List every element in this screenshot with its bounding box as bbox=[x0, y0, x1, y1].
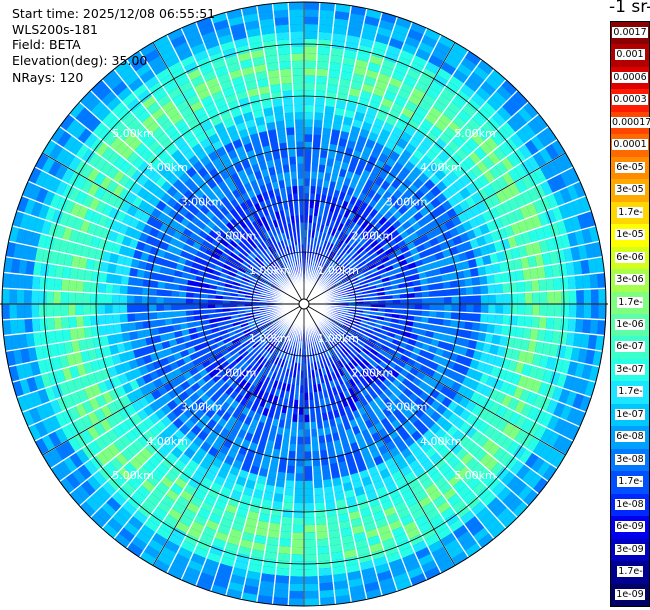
colorbar-tick-label: 3e-05 bbox=[611, 179, 649, 202]
range-ring-label: 1.00km bbox=[249, 332, 291, 345]
colorbar-tick-label: 1.7e-08 bbox=[611, 471, 649, 510]
field-label: Field: BETA bbox=[12, 37, 81, 52]
range-rings bbox=[0, 1, 608, 607]
elevation-label: Elevation(deg): 35.00 bbox=[12, 53, 148, 68]
colorbar-tick-label: 6e-06 bbox=[611, 246, 649, 270]
colorbar-tick-label: 1.7e-06 bbox=[611, 291, 649, 330]
colorbar-tick-label: 1e-08 bbox=[611, 493, 649, 517]
colorbar-tick-label: 3e-09 bbox=[611, 538, 649, 562]
range-ring-label: 2.00km bbox=[352, 366, 394, 379]
colorbar-tick-label: 0.0001 bbox=[611, 134, 649, 157]
colorbar-tick-label: 3e-06 bbox=[611, 269, 649, 292]
range-ring-label: 2.00km bbox=[215, 230, 257, 243]
colorbar-tick-label: 1e-05 bbox=[611, 224, 649, 247]
range-ring-label: 4.00km bbox=[420, 161, 462, 174]
colorbar-tick-label: 0.001 bbox=[611, 44, 649, 67]
range-ring-label: 3.00km bbox=[386, 401, 428, 414]
range-ring-label: 2.00km bbox=[352, 230, 394, 243]
colorbar-tick-label: 1.7e-05 bbox=[611, 201, 649, 241]
range-ring-label: 5.00km bbox=[454, 127, 496, 140]
colorbar: 0.0017 0.001 0.0006 0.0003 0.00017 0.0001 6e-0… bbox=[610, 21, 650, 607]
colorbar-tick-label: 6e-09 bbox=[611, 516, 649, 539]
colorbar-tick-label: 0.00017 bbox=[611, 111, 650, 135]
start-time-label: Start time: 2025/12/08 06:55:51 bbox=[12, 6, 216, 21]
range-ring-label: 4.00km bbox=[420, 435, 462, 448]
range-ring-label: 5.00km bbox=[112, 469, 154, 482]
lidar-site-marker bbox=[298, 298, 310, 310]
colorbar-tick-label: 6e-05 bbox=[611, 156, 649, 180]
range-labels: 1.00km 2.00km 3.00km 4.00km 5.00km 1.00km 2.00… bbox=[112, 127, 496, 482]
range-ring-label: 3.00km bbox=[386, 195, 428, 208]
colorbar-tick-label: 3e-07 bbox=[611, 358, 649, 382]
range-ring-label: 4.00km bbox=[146, 161, 188, 174]
colorbar-tick-label: 0.0017 bbox=[611, 22, 649, 45]
instrument-label: WLS200s-181 bbox=[12, 22, 98, 37]
range-ring-label: 4.00km bbox=[146, 435, 188, 448]
ppi-plot: 1.00km 2.00km 3.00km 4.00km 5.00km 1.00km 2.00… bbox=[0, 1, 608, 607]
colorbar-tick-label: 6e-07 bbox=[611, 336, 649, 359]
colorbar-tick-label: 0.0003 bbox=[611, 89, 649, 112]
range-ring-label: 5.00km bbox=[112, 127, 154, 140]
range-ring-label: 3.00km bbox=[181, 401, 223, 414]
colorbar-tick-label: 6e-08 bbox=[611, 426, 649, 449]
colorbar-tick-label: 1e-07 bbox=[611, 403, 649, 427]
range-ring-label: 5.00km bbox=[454, 469, 496, 482]
range-ring-label: 1.00km bbox=[317, 332, 359, 345]
colorbar-tick-label: 1.7e-07 bbox=[611, 381, 649, 420]
range-ring-label: 2.00km bbox=[215, 366, 257, 379]
colorbar-tick-label: 1e-06 bbox=[611, 314, 649, 337]
colorbar-unit-label: -1 sr- bbox=[609, 0, 650, 17]
range-ring-label: 1.00km bbox=[317, 264, 359, 277]
range-ring-label: 1.00km bbox=[249, 264, 291, 277]
colorbar-tick-label: 1.7e-09 bbox=[611, 561, 649, 600]
colorbar-tick-label: 1e-09 bbox=[611, 583, 649, 606]
colorbar-tick-label: 3e-08 bbox=[611, 448, 649, 472]
colorbar-tick-label: 0.0006 bbox=[611, 66, 649, 90]
range-ring-label: 3.00km bbox=[181, 195, 223, 208]
nrays-label: NRays: 120 bbox=[12, 70, 84, 85]
